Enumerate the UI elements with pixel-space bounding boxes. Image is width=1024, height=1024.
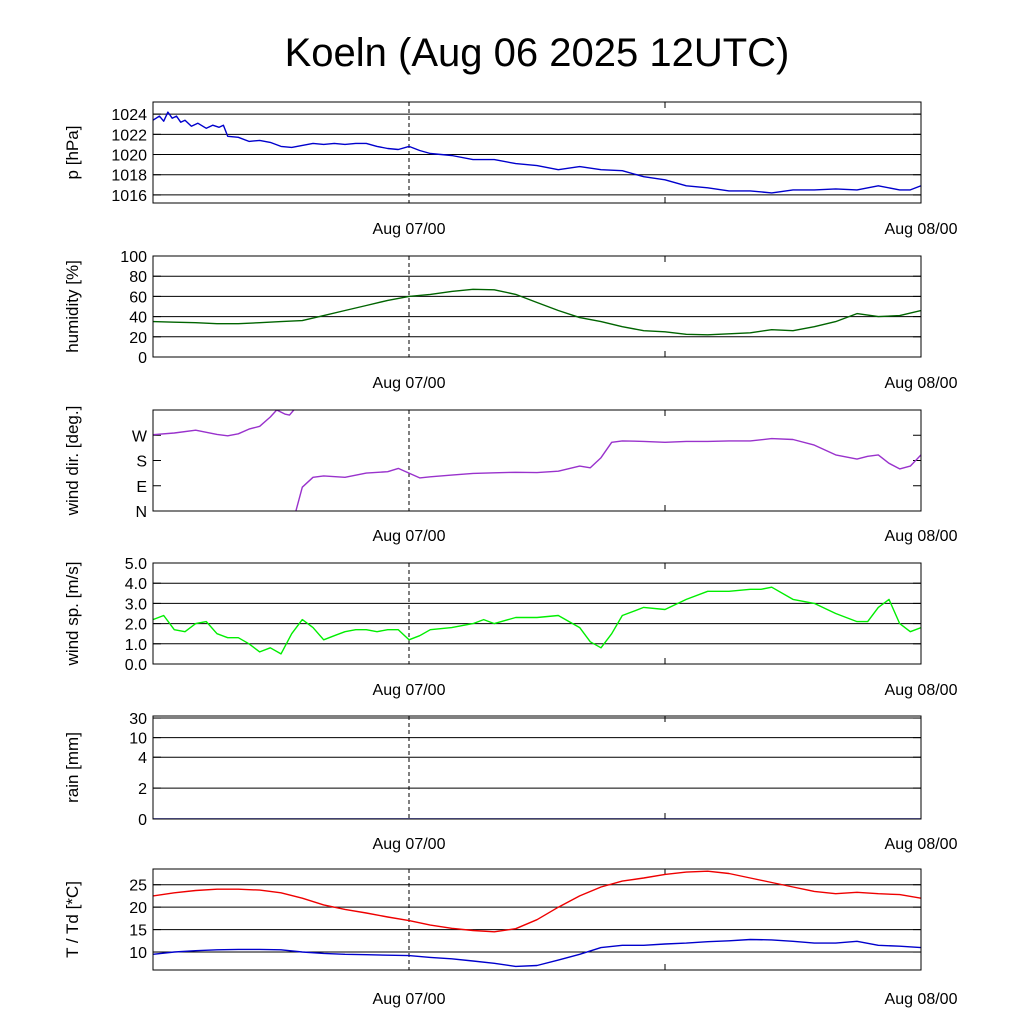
temperature-ytick-label: 25	[129, 878, 147, 895]
wind-dir-ytick-label: W	[132, 428, 148, 445]
wind-speed-series-line-0	[153, 586, 921, 655]
humidity-ytick-label: 20	[129, 330, 147, 347]
temperature-series-line-1	[153, 938, 921, 968]
temperature-series-line-0	[153, 870, 921, 933]
wind-dir-ytick-label: S	[136, 454, 147, 471]
rain-ytick-label: 30	[129, 711, 147, 728]
rain-xtick-label: Aug 08/00	[885, 836, 958, 853]
wind-speed-xtick-label: Aug 07/00	[373, 682, 446, 699]
humidity-frame	[152, 255, 922, 358]
wind-speed-frame	[152, 562, 922, 665]
wind-speed-ytick-label: 5.0	[125, 556, 147, 573]
rain-xtick-label: Aug 07/00	[373, 836, 446, 853]
temperature-frame	[152, 868, 922, 971]
humidity-xtick-label: Aug 08/00	[885, 375, 958, 392]
wind-speed-ytick-label: 4.0	[125, 576, 147, 593]
pressure-ytick-label: 1020	[111, 148, 147, 165]
wind-speed-ytick-label: 0.0	[125, 657, 147, 674]
pressure-xtick-label: Aug 08/00	[885, 221, 958, 238]
humidity-axis-label: humidity [%]	[63, 260, 82, 353]
wind-dir-frame	[152, 409, 922, 512]
humidity-ytick-label: 0	[138, 350, 147, 367]
humidity-xtick-label: Aug 07/00	[373, 375, 446, 392]
pressure-frame	[152, 101, 922, 204]
humidity-ytick-label: 80	[129, 269, 147, 286]
temperature-ytick-label: 15	[129, 923, 147, 940]
rain-axis-label: rain [mm]	[63, 732, 82, 803]
wind-dir-axis-label: wind dir. [deg.]	[63, 406, 82, 517]
pressure-axis-label: p [hPa]	[63, 126, 82, 180]
humidity-ytick-label: 100	[120, 249, 147, 266]
rain-panel: 0 2 4 10 30 Aug 07/00 Aug 08/00 rain [mm]	[63, 711, 958, 853]
rain-ytick-label: 4	[138, 750, 147, 767]
temperature-xtick-label: Aug 07/00	[373, 991, 446, 1008]
humidity-ytick-label: 40	[129, 310, 147, 327]
wind-speed-ytick-label: 1.0	[125, 637, 147, 654]
wind-dir-ytick-label: E	[136, 479, 147, 496]
pressure-ytick-label: 1024	[111, 107, 147, 124]
humidity-ytick-label: 60	[129, 289, 147, 306]
temperature-ytick-label: 20	[129, 900, 147, 917]
rain-frame	[152, 715, 922, 820]
pressure-series-line-0	[153, 111, 921, 194]
wind-dir-ytick-label: N	[135, 504, 147, 521]
pressure-panel: 1016 1018 1020 1022 1024 Aug 07/00 Aug 08/00 p …	[63, 101, 958, 238]
wind-dir-xtick-label: Aug 08/00	[885, 528, 958, 545]
wind-speed-ytick-label: 3.0	[125, 596, 147, 613]
chart-title: Koeln (Aug 06 2025 12UTC)	[285, 31, 790, 75]
humidity-panel: 0 20 40 60 80 100 Aug 07/00 Aug 08/00 humidity […	[63, 249, 958, 392]
humidity-series-line-0	[153, 288, 921, 336]
wind-speed-panel: 0.0 1.0 2.0 3.0 4.0 5.0 Aug 07/00 Aug 08/00 wind…	[63, 556, 958, 699]
rain-ytick-label: 10	[129, 731, 147, 748]
temperature-ytick-label: 10	[129, 945, 147, 962]
rain-ytick-label: 0	[138, 812, 147, 829]
wind-speed-xtick-label: Aug 08/00	[885, 682, 958, 699]
temperature-panel: 10 15 20 25 Aug 07/00 Aug 08/00 T / Td [*C]	[63, 868, 958, 1008]
wind-speed-ytick-label: 2.0	[125, 617, 147, 634]
pressure-ytick-label: 1022	[111, 127, 147, 144]
rain-ytick-label: 2	[138, 781, 147, 798]
wind-speed-axis-label: wind sp. [m/s]	[63, 562, 82, 667]
pressure-xtick-label: Aug 07/00	[373, 221, 446, 238]
temperature-xtick-label: Aug 08/00	[885, 991, 958, 1008]
temperature-axis-label: T / Td [*C]	[63, 881, 82, 958]
pressure-ytick-label: 1016	[111, 188, 147, 205]
pressure-ytick-label: 1018	[111, 168, 147, 185]
wind-dir-series-line-1	[295, 437, 921, 511]
wind-dir-series-line-0	[153, 410, 295, 437]
wind-dir-xtick-label: Aug 07/00	[373, 528, 446, 545]
